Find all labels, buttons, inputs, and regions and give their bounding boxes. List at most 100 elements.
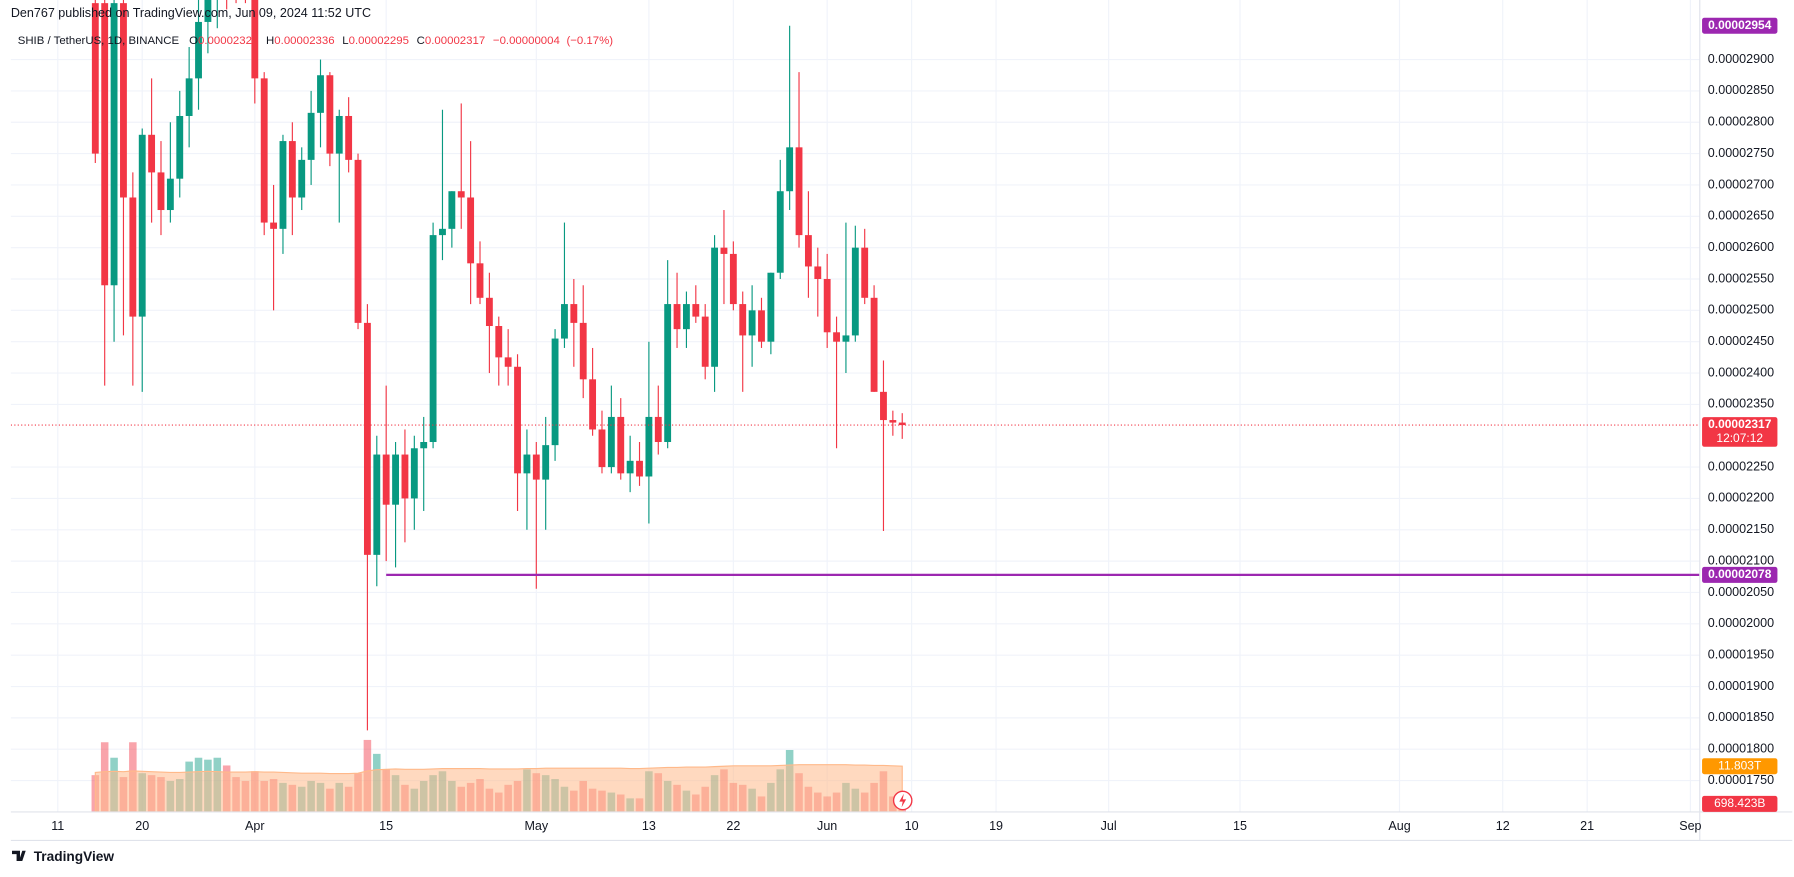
candle-body — [91, 3, 99, 154]
candle-body — [795, 147, 803, 236]
candle-body — [570, 304, 578, 323]
y-tick-label: 0.00001800 — [1708, 742, 1774, 756]
candle-body — [889, 420, 897, 423]
countdown: 12:07:12 — [1716, 431, 1763, 445]
y-tick-label: 0.00002450 — [1708, 334, 1774, 348]
x-tick-label: 12 — [1496, 819, 1510, 833]
y-tick-label: 0.00002650 — [1708, 209, 1774, 223]
level-label: 0.00002078 — [1708, 567, 1772, 581]
volume-label: 698.423B — [1714, 796, 1765, 810]
candle-body — [589, 379, 597, 430]
y-tick-label: 0.00002800 — [1708, 115, 1774, 129]
candle-body — [664, 304, 672, 443]
candle-body — [514, 366, 521, 474]
candle-body — [176, 115, 184, 179]
change: −0.00000004 — [493, 35, 561, 47]
candle-body — [354, 159, 362, 323]
y-tick-label: 0.00002100 — [1708, 553, 1774, 567]
candle-body — [542, 445, 550, 480]
candle-body — [307, 112, 315, 160]
x-tick-label: 15 — [379, 819, 393, 833]
candle-body — [110, 3, 118, 286]
candle-body — [166, 178, 174, 211]
y-tick-label: 0.00002150 — [1708, 522, 1774, 536]
last-price-label: 0.00002317 — [1708, 417, 1772, 431]
candle-body — [851, 247, 859, 336]
candle-body — [401, 454, 409, 499]
candle-body — [204, 0, 212, 22]
candle-body — [279, 141, 287, 229]
candle-body — [636, 460, 643, 477]
candle-body — [758, 310, 765, 342]
candle-body — [288, 141, 296, 198]
candle-body — [485, 297, 493, 327]
candle-body — [786, 147, 794, 192]
candle-body — [101, 3, 109, 286]
x-tick-label: Aug — [1388, 819, 1410, 833]
candle-body — [729, 253, 737, 305]
y-tick-label: 0.00002250 — [1708, 459, 1774, 473]
volume-ma-label-box — [1702, 758, 1778, 775]
candle-body — [270, 222, 278, 229]
candle-body — [739, 304, 747, 336]
footer: TradingView — [34, 849, 115, 864]
y-tick-label: 0.00002400 — [1708, 365, 1774, 379]
candle-body — [195, 21, 202, 79]
candle-body — [138, 134, 146, 317]
high-value: 0.00002336 — [274, 35, 334, 47]
candle-body — [439, 228, 446, 236]
candle-body — [842, 335, 850, 342]
y-tick-label: 0.00001950 — [1708, 647, 1774, 661]
level-label-box — [1702, 566, 1778, 583]
y-tick-label: 0.00002600 — [1708, 240, 1774, 254]
legend: SHIB / TetherUS, 1D, BINANCE O0.00002321… — [18, 35, 614, 47]
candle-body — [504, 357, 512, 367]
y-tick-label: 0.00002050 — [1708, 585, 1774, 599]
candle-body — [476, 263, 484, 298]
candle-body — [814, 266, 822, 279]
candle-body — [561, 304, 568, 339]
logo — [12, 850, 26, 862]
candle-body — [617, 416, 625, 474]
x-tick-label: 13 — [642, 819, 656, 833]
x-tick-label: 21 — [1580, 819, 1594, 833]
x-tick-label: Sep — [1679, 819, 1701, 833]
x-tick-label: May — [524, 819, 548, 833]
close-prefix: C — [417, 35, 425, 47]
candle-body — [373, 454, 381, 555]
candle-body — [326, 75, 334, 154]
byline: Den767 published on TradingView.com, Jun… — [11, 6, 371, 20]
candle-body — [711, 247, 719, 367]
x-tick-label: 19 — [989, 819, 1003, 833]
candle-body — [345, 115, 353, 160]
candle-body — [598, 429, 606, 468]
y-tick-label: 0.00002200 — [1708, 491, 1774, 505]
symbol: SHIB / TetherUS, 1D, BINANCE — [18, 35, 180, 47]
x-tick-label: 11 — [51, 819, 64, 833]
volume-label-box — [1702, 795, 1778, 812]
candle-body — [579, 322, 587, 380]
y-tick-label: 0.00002500 — [1708, 303, 1774, 317]
price-pane — [10, 0, 1700, 731]
candle-body — [382, 454, 390, 505]
candle-body — [645, 416, 653, 477]
candle-body — [551, 338, 559, 446]
x-tick-label: Apr — [245, 819, 265, 833]
y-tick-label: 0.00002350 — [1708, 397, 1774, 411]
volume-ma-label: 11.803T — [1718, 758, 1762, 772]
candle-body — [129, 197, 137, 317]
candle-body — [720, 247, 728, 254]
replay-icon-bolt — [899, 793, 907, 808]
candle-body — [185, 78, 193, 116]
candle-body — [120, 3, 127, 198]
x-tick-label: 20 — [135, 819, 149, 833]
y-tick-label: 0.00001900 — [1708, 679, 1774, 693]
level-label-box — [1702, 17, 1778, 34]
y-tick-label: 0.00002000 — [1708, 616, 1774, 630]
x-tick-label: Jun — [817, 819, 837, 833]
candle-body — [392, 454, 399, 505]
open-prefix: O — [189, 35, 198, 47]
